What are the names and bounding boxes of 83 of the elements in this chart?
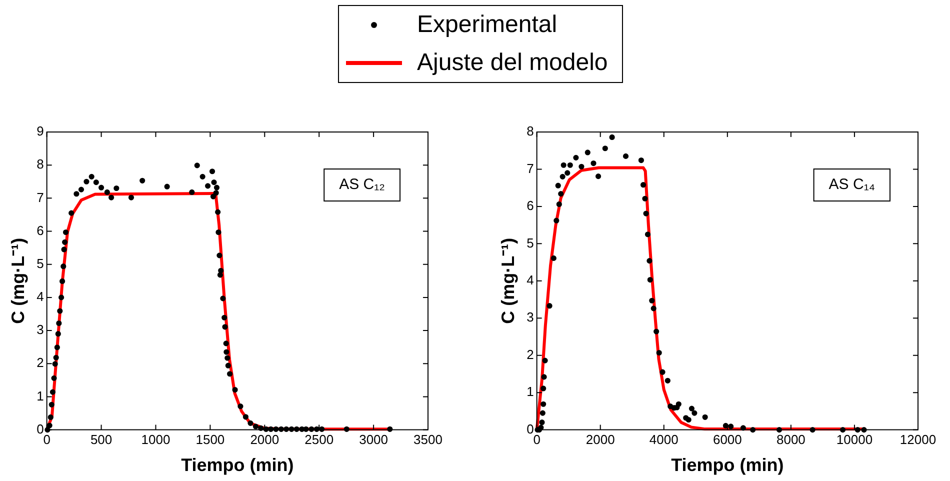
- point: [558, 190, 564, 197]
- point: [556, 201, 562, 208]
- point: [550, 255, 556, 261]
- y-tick-label: 9: [36, 124, 44, 139]
- y-tick-label: 8: [36, 156, 44, 172]
- x-tick-label: 1500: [196, 432, 225, 448]
- y-tick-label: 4: [36, 289, 44, 304]
- point: [540, 410, 546, 416]
- point: [573, 154, 579, 160]
- y-tick-label: 6: [36, 222, 44, 238]
- point: [688, 406, 695, 412]
- point: [638, 157, 644, 164]
- point: [554, 218, 560, 224]
- point: [654, 328, 660, 334]
- point: [578, 164, 584, 170]
- point: [656, 350, 662, 356]
- point: [602, 146, 608, 152]
- point: [728, 424, 734, 430]
- x-tick-label: 3500: [414, 432, 442, 448]
- point: [564, 170, 570, 176]
- x-tick-label: 2000: [250, 432, 280, 448]
- x-tick-label: 10000: [836, 432, 873, 448]
- y-tick-label: 5: [526, 235, 534, 250]
- y-axis-title: C (mg·L⁻¹): [498, 238, 518, 324]
- legend-label: Ajuste del modelo: [417, 49, 608, 77]
- point: [542, 358, 548, 364]
- annotation: AS C₁₂: [339, 176, 386, 194]
- point: [643, 210, 649, 216]
- x-axis-title: Tiempo (min): [181, 455, 294, 476]
- y-tick-label: 0: [36, 421, 44, 436]
- y-tick-label: 3: [36, 322, 44, 338]
- point: [540, 401, 546, 407]
- point: [692, 410, 698, 416]
- x-tick-label: 1000: [141, 432, 170, 448]
- point: [660, 369, 666, 375]
- x-tick-label: 8000: [776, 432, 806, 448]
- point: [560, 174, 566, 180]
- point: [546, 303, 552, 309]
- point: [686, 416, 692, 423]
- y-tick-label: 8: [526, 124, 534, 139]
- point: [622, 153, 629, 159]
- x-tick-label: 2500: [304, 432, 334, 448]
- y-tick-label: 4: [526, 272, 534, 288]
- y-tick-label: 2: [526, 346, 534, 362]
- x-tick-label: 12000: [900, 432, 936, 448]
- point: [646, 258, 652, 264]
- y-tick-label: 2: [36, 355, 44, 370]
- point: [595, 174, 602, 180]
- y-tick-label: 7: [36, 190, 44, 205]
- point: [584, 150, 590, 156]
- point: [567, 162, 573, 168]
- x-tick-label: 2000: [586, 432, 615, 448]
- y-tick-label: 0: [526, 421, 534, 436]
- x-tick-label: 3000: [359, 432, 388, 448]
- y-axis-title: C (mg·L⁻¹): [8, 238, 28, 324]
- y-tick-label: 3: [526, 310, 534, 325]
- point: [640, 182, 646, 188]
- point: [647, 276, 653, 283]
- point: [702, 414, 708, 420]
- point: [664, 378, 670, 384]
- x-axis-title: Tiempo (min): [671, 455, 784, 476]
- x-tick-label: 500: [90, 432, 112, 448]
- point: [609, 134, 615, 140]
- point: [649, 298, 655, 304]
- annotation: AS C₁₄: [828, 176, 876, 194]
- point: [644, 232, 651, 238]
- point: [560, 162, 566, 168]
- x-tick-label: 6000: [712, 432, 742, 448]
- y-tick-label: 6: [526, 198, 534, 214]
- point: [650, 306, 656, 312]
- legend-label: Experimental: [417, 11, 558, 39]
- y-tick-label: 7: [526, 160, 534, 176]
- y-tick-label: 5: [36, 256, 44, 271]
- point: [555, 182, 561, 188]
- point: [642, 196, 648, 202]
- point: [541, 374, 547, 380]
- point: [539, 420, 545, 426]
- y-tick-label: 1: [526, 384, 534, 400]
- x-tick-label: 4000: [649, 432, 678, 448]
- y-tick-label: 1: [36, 388, 44, 404]
- point: [676, 401, 682, 407]
- point: [590, 160, 596, 166]
- point: [540, 386, 546, 392]
